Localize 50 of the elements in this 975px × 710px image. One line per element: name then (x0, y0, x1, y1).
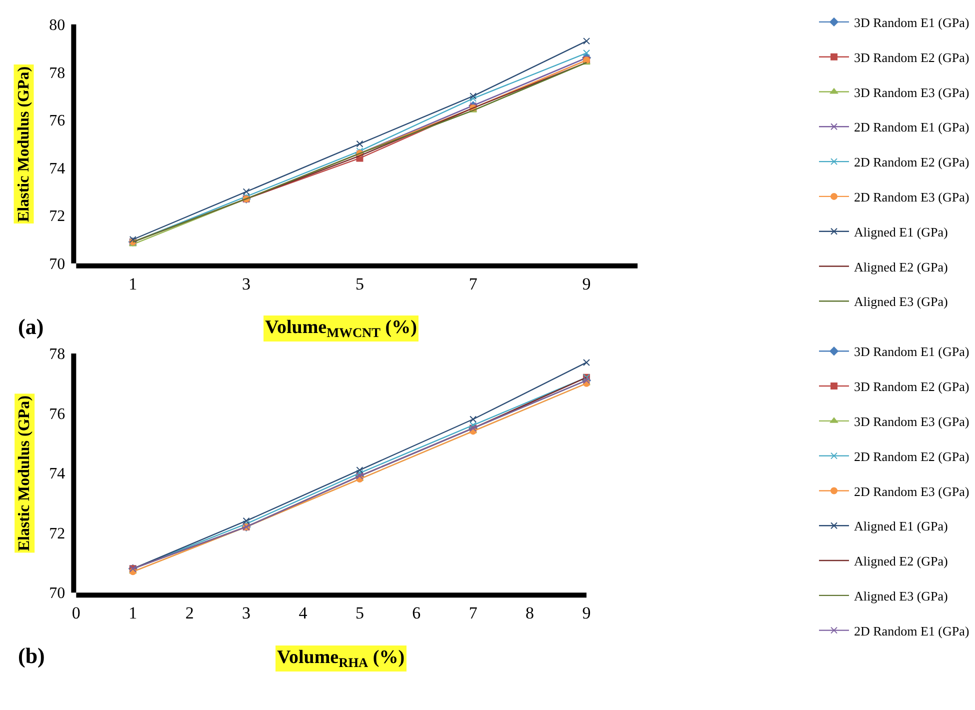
x-tick-label: 2 (185, 604, 194, 623)
x-axis-title: Volume$_{RHA}$ (%) (277, 647, 405, 670)
legend-label: 3D Random E3 (GPa) (854, 84, 970, 100)
x-tick-label: 9 (582, 604, 591, 623)
legend-label: Aligned E3 (GPa) (854, 294, 948, 310)
legend-label: 3D Random E1 (GPa) (854, 344, 970, 360)
legend-label: 2D Random E3 (GPa) (854, 484, 970, 499)
y-axis-title: Elastic Modulus (GPa) (16, 396, 34, 552)
x-tick-label: 0 (72, 604, 80, 623)
y-axis-title: Elastic Modulus (GPa) (15, 66, 32, 222)
y-tick-label: 78 (49, 346, 66, 364)
y-tick-label: 70 (49, 256, 66, 274)
x-tick-label: 4 (298, 604, 308, 623)
x-tick-label: 1 (128, 604, 138, 623)
y-tick-label: 78 (49, 64, 66, 82)
y-tick-label: 74 (49, 466, 66, 483)
text: (a) (18, 314, 44, 339)
y-tick-label: 72 (49, 208, 66, 226)
x-tick-label: 7 (468, 274, 478, 294)
legend-label: 2D Random E1 (GPa) (854, 120, 970, 135)
legend-label: Aligned E2 (GPa) (854, 554, 948, 569)
legend-label: Aligned E3 (GPa) (854, 588, 948, 604)
legend-label: Aligned E2 (GPa) (854, 259, 948, 274)
legend-label: 3D Random E2 (GPa) (854, 50, 970, 65)
x-tick-label: 1 (128, 274, 138, 294)
y-tick-label: 76 (49, 406, 66, 423)
y-tick-label: 72 (49, 525, 66, 542)
y-tick-label: 70 (49, 585, 66, 602)
legend-label: 3D Random E3 (GPa) (854, 414, 970, 429)
y-tick-label: 80 (49, 16, 66, 34)
x-tick-label: 8 (526, 604, 534, 623)
legend-label: Aligned E1 (GPa) (854, 224, 948, 240)
legend-label: 2D Random E2 (GPa) (854, 448, 970, 464)
y-tick-label: 74 (49, 160, 66, 178)
x-tick-label: 6 (412, 604, 421, 623)
x-tick-label: 3 (242, 604, 251, 623)
y-tick-label: 76 (49, 112, 66, 130)
x-tick-label: 3 (242, 274, 251, 294)
text: (b) (18, 643, 45, 668)
legend-label: 3D Random E2 (GPa) (854, 379, 970, 394)
x-tick-label: 9 (582, 274, 591, 294)
x-axis-title: Volume$_{MWCNT}$ (%) (265, 317, 417, 340)
x-tick-label: 7 (468, 604, 478, 623)
legend-label: Aligned E1 (GPa) (854, 518, 948, 534)
x-tick-label: 5 (355, 604, 364, 623)
legend-label: 2D Random E3 (GPa) (854, 190, 970, 205)
legend-label: 2D Random E2 (GPa) (854, 154, 970, 170)
legend-label: 2D Random E1 (GPa) (854, 623, 970, 638)
x-tick-label: 5 (355, 274, 364, 294)
legend-label: 3D Random E1 (GPa) (854, 15, 970, 30)
